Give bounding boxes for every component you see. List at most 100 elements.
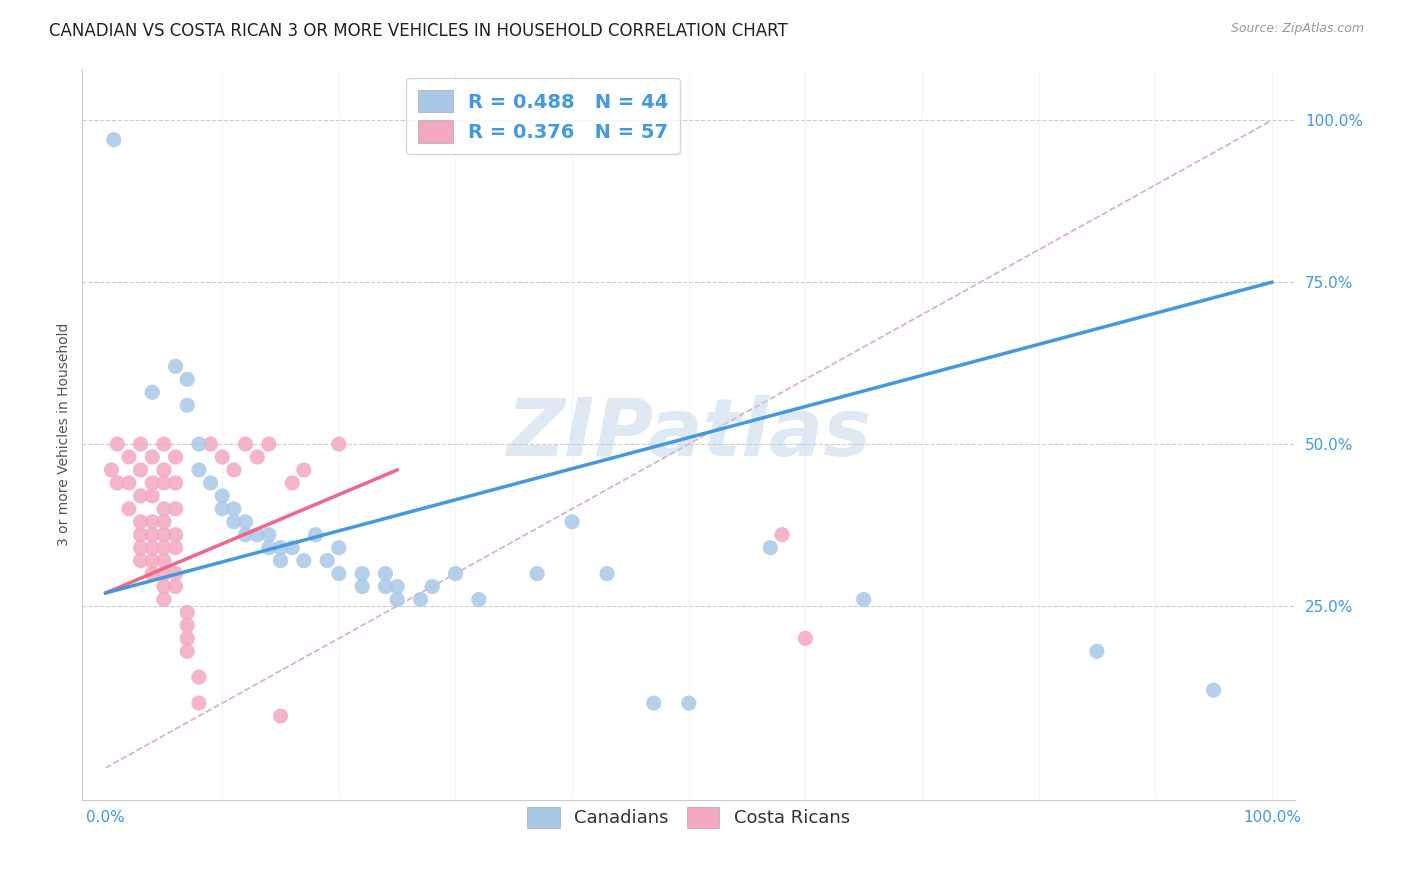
Point xyxy=(153,592,176,607)
Point xyxy=(141,475,163,490)
Point xyxy=(246,450,269,464)
Point xyxy=(281,475,304,490)
Point xyxy=(129,437,152,451)
Point xyxy=(100,463,122,477)
Point xyxy=(165,450,187,464)
Point xyxy=(153,501,176,516)
Point xyxy=(105,437,128,451)
Point xyxy=(153,554,176,568)
Point xyxy=(141,515,163,529)
Point xyxy=(374,566,396,581)
Point xyxy=(176,372,198,386)
Point xyxy=(187,463,209,477)
Point xyxy=(235,527,257,541)
Point xyxy=(153,527,176,541)
Point xyxy=(153,475,176,490)
Point xyxy=(222,515,245,529)
Point xyxy=(153,515,176,529)
Point xyxy=(352,566,374,581)
Point xyxy=(176,632,198,646)
Point xyxy=(759,541,782,555)
Point xyxy=(165,566,187,581)
Text: CANADIAN VS COSTA RICAN 3 OR MORE VEHICLES IN HOUSEHOLD CORRELATION CHART: CANADIAN VS COSTA RICAN 3 OR MORE VEHICL… xyxy=(49,22,787,40)
Point xyxy=(141,489,163,503)
Point xyxy=(794,632,817,646)
Point xyxy=(153,541,176,555)
Point xyxy=(118,501,141,516)
Point xyxy=(270,709,292,723)
Point xyxy=(328,566,350,581)
Point xyxy=(678,696,700,710)
Point xyxy=(129,527,152,541)
Point xyxy=(385,592,408,607)
Point xyxy=(129,541,152,555)
Point xyxy=(118,475,141,490)
Point xyxy=(105,475,128,490)
Point xyxy=(328,437,350,451)
Point xyxy=(235,515,257,529)
Point xyxy=(328,541,350,555)
Point xyxy=(200,437,222,451)
Point xyxy=(200,475,222,490)
Point xyxy=(141,541,163,555)
Point xyxy=(153,566,176,581)
Point xyxy=(385,580,408,594)
Point xyxy=(129,554,152,568)
Point xyxy=(141,450,163,464)
Point xyxy=(304,527,326,541)
Point xyxy=(129,463,152,477)
Point xyxy=(409,592,432,607)
Point xyxy=(352,580,374,594)
Point xyxy=(561,515,583,529)
Text: Source: ZipAtlas.com: Source: ZipAtlas.com xyxy=(1230,22,1364,36)
Point xyxy=(281,541,304,555)
Point xyxy=(165,475,187,490)
Point xyxy=(257,527,280,541)
Point xyxy=(165,541,187,555)
Point xyxy=(292,554,315,568)
Point xyxy=(526,566,548,581)
Point xyxy=(176,618,198,632)
Point xyxy=(187,696,209,710)
Point xyxy=(141,527,163,541)
Point xyxy=(270,541,292,555)
Point xyxy=(316,554,339,568)
Point xyxy=(165,501,187,516)
Point xyxy=(129,515,152,529)
Point xyxy=(235,437,257,451)
Point xyxy=(118,450,141,464)
Point xyxy=(165,580,187,594)
Point xyxy=(444,566,467,581)
Point xyxy=(468,592,491,607)
Point xyxy=(852,592,875,607)
Point xyxy=(176,606,198,620)
Point xyxy=(596,566,619,581)
Point xyxy=(141,566,163,581)
Point xyxy=(153,437,176,451)
Point xyxy=(129,489,152,503)
Text: ZIPatlas: ZIPatlas xyxy=(506,395,872,474)
Point xyxy=(257,437,280,451)
Point xyxy=(187,670,209,684)
Point xyxy=(643,696,665,710)
Point xyxy=(420,580,443,594)
Point xyxy=(176,644,198,658)
Point xyxy=(165,359,187,374)
Point xyxy=(187,437,209,451)
Y-axis label: 3 or more Vehicles in Household: 3 or more Vehicles in Household xyxy=(58,323,72,546)
Point xyxy=(1202,683,1225,698)
Point xyxy=(270,554,292,568)
Point xyxy=(211,489,233,503)
Point xyxy=(141,554,163,568)
Point xyxy=(374,580,396,594)
Point xyxy=(211,450,233,464)
Point xyxy=(103,133,125,147)
Legend: Canadians, Costa Ricans: Canadians, Costa Ricans xyxy=(520,800,858,835)
Point xyxy=(153,463,176,477)
Point xyxy=(246,527,269,541)
Point xyxy=(141,385,163,400)
Point xyxy=(257,541,280,555)
Point xyxy=(1085,644,1108,658)
Point xyxy=(165,527,187,541)
Point xyxy=(153,580,176,594)
